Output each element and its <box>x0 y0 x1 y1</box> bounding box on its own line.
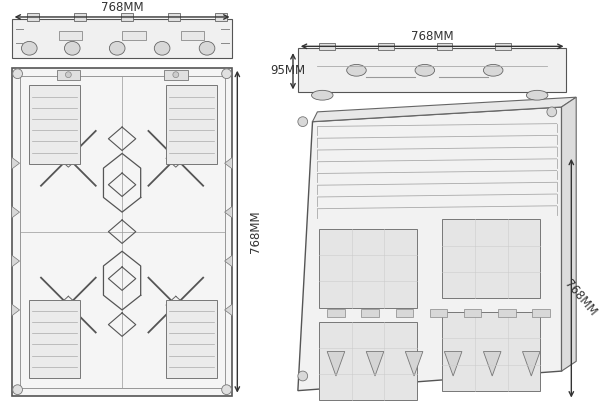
Circle shape <box>221 69 232 79</box>
Text: 768MM: 768MM <box>562 277 599 318</box>
Bar <box>464 310 481 317</box>
Polygon shape <box>523 352 540 376</box>
Bar <box>327 310 345 317</box>
Bar <box>215 13 227 21</box>
Bar <box>181 31 204 40</box>
Bar <box>319 43 335 50</box>
Ellipse shape <box>311 90 333 100</box>
Bar <box>12 68 232 396</box>
Text: 768MM: 768MM <box>250 211 262 254</box>
Ellipse shape <box>347 64 366 76</box>
Bar <box>164 70 188 79</box>
Polygon shape <box>445 352 462 376</box>
Bar <box>121 13 133 21</box>
Circle shape <box>65 72 71 78</box>
Bar <box>319 322 417 400</box>
Polygon shape <box>224 304 232 316</box>
Bar <box>122 31 146 40</box>
Text: 95MM: 95MM <box>271 64 305 77</box>
Ellipse shape <box>154 42 170 55</box>
Circle shape <box>173 72 179 78</box>
Circle shape <box>298 117 308 126</box>
Bar <box>532 310 550 317</box>
Bar <box>56 70 80 79</box>
Ellipse shape <box>484 64 503 76</box>
Polygon shape <box>562 97 576 371</box>
Bar <box>395 310 413 317</box>
Circle shape <box>547 107 557 117</box>
Bar <box>12 19 232 58</box>
Ellipse shape <box>109 42 125 55</box>
Bar <box>361 310 379 317</box>
Bar <box>74 13 86 21</box>
Circle shape <box>221 385 232 394</box>
Bar <box>442 312 540 391</box>
Ellipse shape <box>526 90 548 100</box>
Bar <box>319 229 417 307</box>
Polygon shape <box>224 255 232 267</box>
Bar <box>59 31 82 40</box>
Bar <box>29 85 80 164</box>
Bar <box>378 43 394 50</box>
Polygon shape <box>12 158 20 169</box>
Polygon shape <box>12 206 20 218</box>
Bar <box>430 310 447 317</box>
Polygon shape <box>313 97 576 122</box>
Polygon shape <box>12 304 20 316</box>
Bar <box>29 300 80 378</box>
Polygon shape <box>224 206 232 218</box>
Bar <box>442 220 540 298</box>
Bar <box>168 13 179 21</box>
Polygon shape <box>298 107 562 391</box>
Bar <box>298 48 566 92</box>
Text: 768MM: 768MM <box>412 30 454 43</box>
Bar <box>166 300 217 378</box>
Bar <box>166 85 217 164</box>
Ellipse shape <box>22 42 37 55</box>
Polygon shape <box>405 352 423 376</box>
Bar <box>498 310 515 317</box>
Bar <box>20 76 224 388</box>
Circle shape <box>13 385 22 394</box>
Circle shape <box>13 69 22 79</box>
Ellipse shape <box>64 42 80 55</box>
Polygon shape <box>484 352 501 376</box>
Ellipse shape <box>415 64 434 76</box>
Ellipse shape <box>199 42 215 55</box>
Text: 768MM: 768MM <box>101 1 143 14</box>
Circle shape <box>298 371 308 381</box>
Bar <box>437 43 452 50</box>
Polygon shape <box>366 352 384 376</box>
Polygon shape <box>224 158 232 169</box>
Polygon shape <box>327 352 345 376</box>
Bar <box>28 13 39 21</box>
Polygon shape <box>12 255 20 267</box>
Bar <box>495 43 511 50</box>
